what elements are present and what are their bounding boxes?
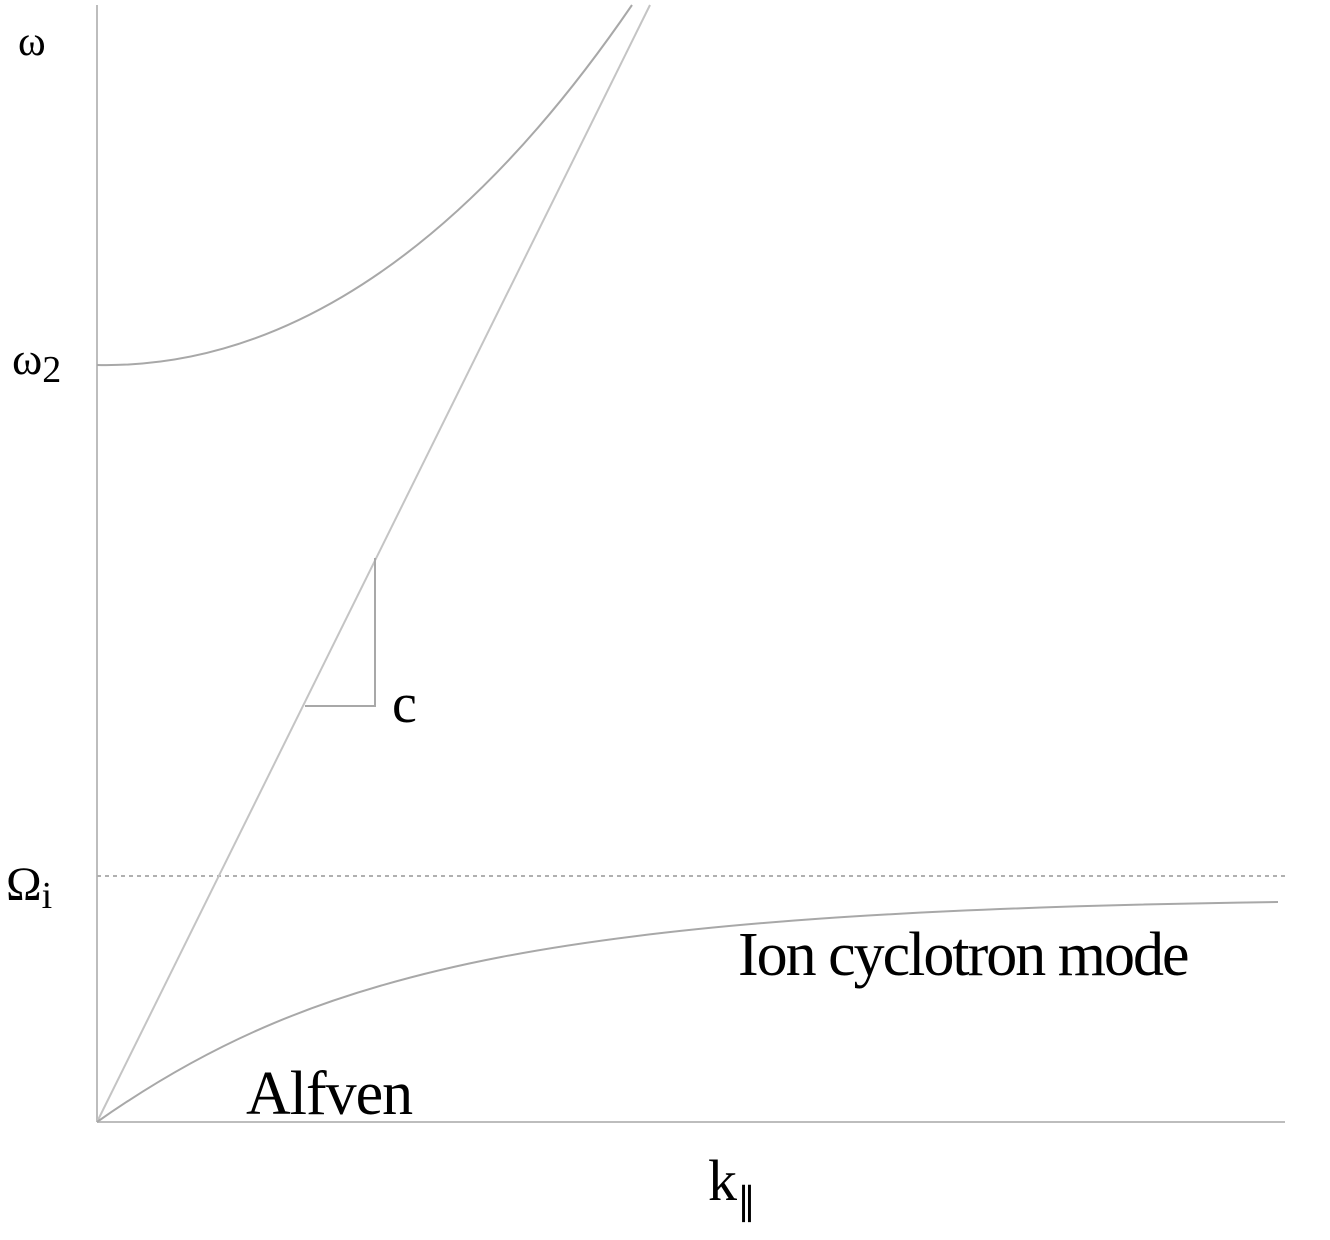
curve-label: Ion cyclotron mode — [738, 921, 1188, 989]
level-symbol: Ω — [6, 858, 42, 911]
x-axis-label: k∥ — [708, 1148, 756, 1223]
x-axis-symbol: k — [708, 1148, 737, 1213]
level-label: Ωi — [6, 858, 52, 917]
level-label: ω2 — [12, 333, 61, 391]
level-subscript: 2 — [42, 349, 61, 391]
level-symbol: ω — [12, 333, 42, 384]
light-line — [96, 4, 651, 1123]
slope-triangle — [305, 558, 376, 707]
slope-label: c — [392, 673, 417, 735]
level-subscript: i — [42, 875, 53, 917]
curve-label: Alfven — [246, 1060, 413, 1128]
upper-branch — [96, 4, 633, 367]
lower-branch — [96, 901, 1279, 1123]
y-axis-label: ω — [18, 19, 46, 65]
x-axis-subscript: ∥ — [737, 1181, 756, 1223]
